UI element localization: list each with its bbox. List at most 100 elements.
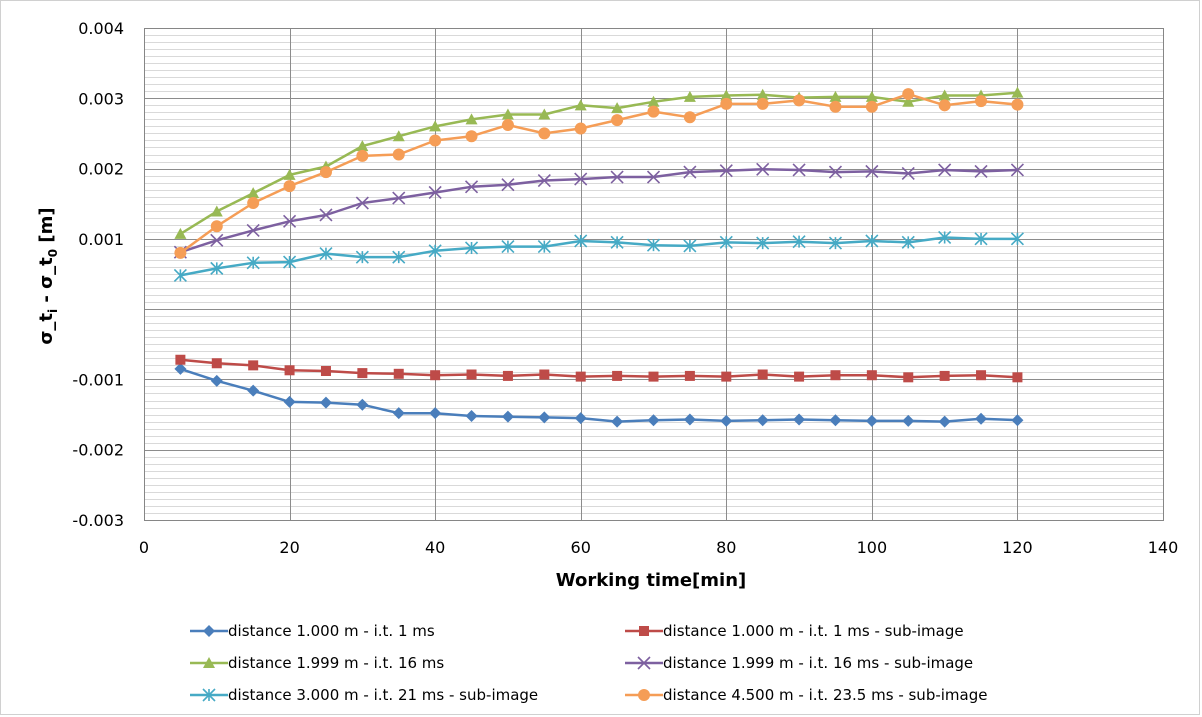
data-point bbox=[938, 230, 952, 245]
data-point bbox=[830, 370, 841, 381]
data-point bbox=[901, 166, 915, 181]
series-1 bbox=[174, 362, 1024, 428]
legend: distance 1.000 m - i.t. 1 ms distance 1.0… bbox=[190, 622, 987, 704]
y-tick-label: 0.004 bbox=[78, 19, 124, 38]
data-point bbox=[610, 235, 624, 249]
data-point bbox=[938, 99, 951, 112]
data-point bbox=[612, 370, 623, 381]
data-point bbox=[757, 369, 768, 380]
x-tick-label: 20 bbox=[279, 538, 299, 557]
data-point bbox=[1011, 86, 1024, 98]
data-point bbox=[575, 371, 586, 382]
series-3 bbox=[174, 86, 1024, 239]
data-point bbox=[865, 414, 878, 427]
data-point bbox=[647, 95, 660, 107]
series-line bbox=[179, 91, 1018, 235]
y-tick-label: -0.001 bbox=[72, 370, 124, 389]
data-point bbox=[865, 164, 879, 178]
series-line bbox=[180, 367, 1018, 423]
data-point bbox=[357, 368, 368, 379]
data-point bbox=[683, 413, 696, 426]
data-point bbox=[246, 256, 260, 270]
data-point bbox=[901, 235, 915, 249]
data-point bbox=[210, 233, 224, 247]
data-point bbox=[756, 88, 769, 100]
data-point bbox=[356, 149, 369, 162]
data-point bbox=[865, 234, 879, 248]
data-point bbox=[284, 365, 295, 376]
data-point bbox=[319, 208, 333, 222]
data-point bbox=[429, 120, 442, 132]
data-point bbox=[501, 178, 515, 192]
data-point bbox=[319, 396, 332, 409]
data-point bbox=[356, 140, 369, 152]
data-point bbox=[1012, 372, 1023, 383]
data-point bbox=[465, 409, 478, 422]
data-point bbox=[902, 95, 915, 107]
data-point bbox=[175, 354, 186, 365]
data-point bbox=[902, 414, 915, 427]
data-point bbox=[247, 187, 260, 199]
data-point bbox=[537, 240, 551, 254]
data-point bbox=[538, 108, 551, 120]
data-point bbox=[174, 246, 187, 259]
data-point bbox=[210, 220, 223, 233]
series-4 bbox=[173, 162, 1024, 259]
data-point bbox=[683, 111, 696, 124]
x-axis-tick-labels: 0 20 40 60 80 100 120 140 bbox=[139, 538, 1178, 557]
data-point bbox=[392, 148, 405, 161]
data-point bbox=[719, 164, 733, 178]
data-point bbox=[611, 102, 624, 114]
data-point bbox=[428, 185, 442, 200]
data-point bbox=[756, 162, 770, 176]
data-point bbox=[611, 415, 624, 428]
x-axis-title: Working time[min] bbox=[556, 570, 747, 591]
data-point bbox=[938, 89, 951, 101]
data-point bbox=[465, 113, 478, 125]
data-point bbox=[247, 384, 260, 397]
legend-label: distance 1.999 m - i.t. 16 ms bbox=[228, 654, 444, 672]
data-point bbox=[464, 180, 479, 194]
series-line bbox=[179, 92, 1018, 254]
data-point bbox=[501, 118, 514, 131]
data-point bbox=[1010, 232, 1024, 246]
data-point bbox=[756, 236, 770, 250]
series-layer bbox=[173, 86, 1024, 428]
data-point bbox=[174, 227, 187, 239]
data-point bbox=[465, 130, 478, 143]
data-point bbox=[283, 395, 296, 408]
data-point bbox=[574, 412, 587, 425]
data-point bbox=[392, 250, 406, 264]
legend-label: distance 4.500 m - i.t. 23.5 ms - sub-im… bbox=[663, 686, 987, 704]
data-point bbox=[392, 130, 405, 142]
data-point bbox=[210, 205, 223, 217]
data-point bbox=[574, 99, 587, 111]
data-point bbox=[865, 90, 878, 102]
data-point bbox=[792, 163, 806, 177]
legend-marker bbox=[203, 625, 215, 637]
data-point bbox=[574, 234, 588, 248]
data-point bbox=[684, 370, 695, 381]
data-point bbox=[283, 214, 297, 228]
data-point bbox=[174, 362, 187, 375]
data-point bbox=[683, 239, 697, 253]
data-point bbox=[1011, 98, 1024, 111]
data-point bbox=[793, 94, 806, 107]
data-point bbox=[430, 370, 441, 381]
data-point bbox=[429, 407, 442, 420]
data-point bbox=[829, 414, 842, 427]
series-6 bbox=[174, 88, 1024, 259]
data-point bbox=[283, 168, 296, 180]
x-tick-label: 100 bbox=[857, 538, 888, 557]
legend-label: distance 1.000 m - i.t. 1 ms - sub-image bbox=[663, 622, 964, 640]
data-point bbox=[355, 196, 369, 210]
data-point bbox=[283, 255, 297, 269]
x-tick-label: 40 bbox=[425, 538, 445, 557]
legend-marker bbox=[203, 657, 215, 668]
legend-item: distance 1.000 m - i.t. 1 ms - sub-image bbox=[625, 622, 964, 640]
data-point bbox=[939, 370, 950, 381]
data-point bbox=[319, 166, 332, 179]
data-point bbox=[173, 268, 187, 282]
data-point bbox=[683, 90, 696, 102]
